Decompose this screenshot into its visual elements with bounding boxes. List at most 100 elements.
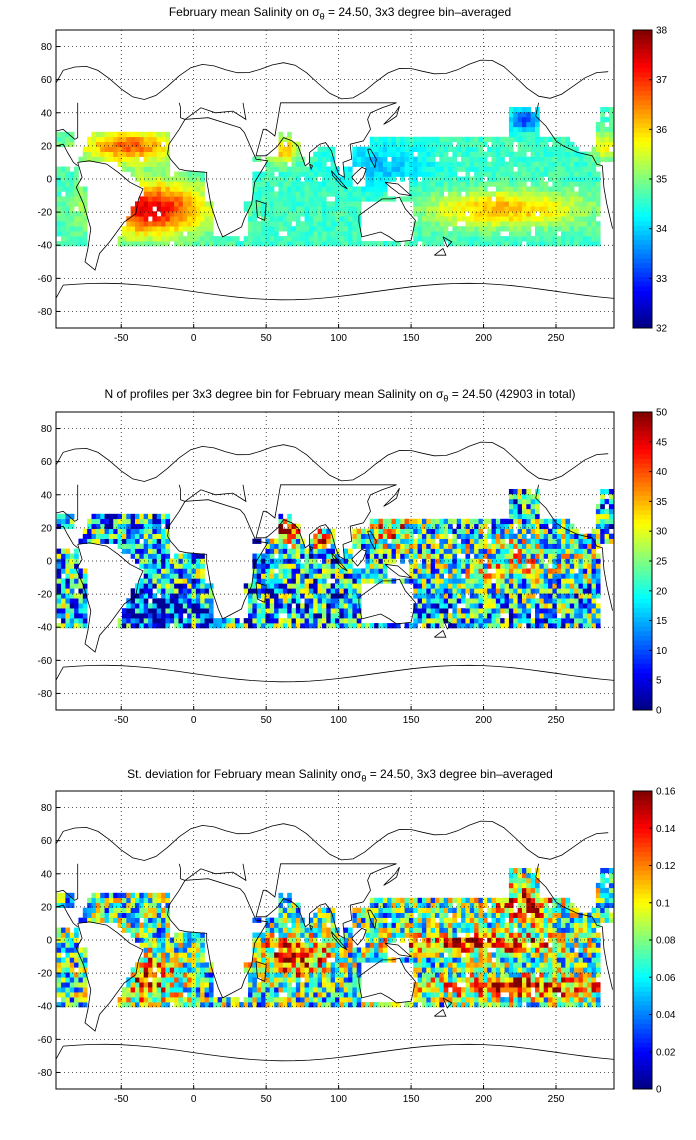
heatmap-cell	[56, 623, 62, 629]
heatmap-cell	[435, 201, 440, 207]
heatmap-cell	[513, 493, 518, 500]
heatmap-cell	[561, 608, 566, 614]
heatmap-cell	[539, 166, 545, 172]
heatmap-cell	[134, 171, 140, 177]
heatmap-cell	[591, 226, 597, 232]
heatmap-cell	[561, 598, 566, 604]
heatmap-cell	[195, 553, 201, 559]
heatmap-cell	[139, 216, 144, 222]
heatmap-cell	[143, 613, 149, 619]
heatmap-cell	[82, 598, 88, 604]
heatmap-cell	[321, 166, 327, 172]
heatmap-cell	[313, 618, 318, 624]
heatmap-cell	[161, 912, 166, 918]
heatmap-cell	[356, 146, 362, 152]
heatmap-cell	[443, 216, 449, 222]
heatmap-cell	[69, 897, 75, 904]
heatmap-cell	[308, 613, 314, 619]
heatmap-cell	[300, 181, 305, 187]
heatmap-cell	[169, 186, 175, 192]
heatmap-cell	[395, 151, 401, 157]
heatmap-cell	[400, 156, 405, 162]
heatmap-cell	[421, 573, 427, 579]
heatmap-cell	[439, 176, 444, 182]
heatmap-cell	[513, 608, 518, 614]
heatmap-cell	[521, 528, 527, 534]
heatmap-cell	[313, 578, 318, 584]
heatmap-cell	[287, 151, 292, 157]
heatmap-cell	[300, 201, 305, 207]
heatmap-cell	[326, 241, 331, 247]
heatmap-cell	[582, 156, 588, 162]
heatmap-cell	[295, 608, 301, 614]
heatmap-cell	[287, 603, 292, 609]
heatmap-cell	[82, 533, 88, 539]
heatmap-cell	[134, 558, 140, 564]
heatmap-cell	[430, 568, 436, 574]
heatmap-cell	[513, 583, 518, 589]
heatmap-cell	[539, 231, 545, 237]
heatmap-cell	[326, 573, 331, 579]
heatmap-cell	[474, 588, 479, 594]
heatmap-cell	[404, 538, 410, 544]
heatmap-cell	[104, 513, 110, 520]
heatmap-cell	[165, 211, 171, 217]
heatmap-cell	[391, 241, 397, 247]
heatmap-cell	[561, 568, 566, 574]
colorbar-segment	[633, 206, 652, 212]
heatmap-cell	[526, 156, 531, 162]
heatmap-cell	[526, 116, 531, 123]
heatmap-cell	[182, 987, 188, 993]
heatmap-cell	[543, 593, 549, 599]
heatmap-cell	[156, 892, 162, 899]
heatmap-cell	[100, 892, 105, 899]
heatmap-cell	[435, 231, 440, 237]
heatmap-cell	[552, 221, 558, 227]
heatmap-cell	[595, 151, 601, 157]
heatmap-cell	[500, 156, 505, 162]
heatmap-cell	[356, 151, 362, 157]
heatmap-cell	[439, 216, 444, 222]
heatmap-cell	[139, 897, 144, 904]
heatmap-cell	[161, 206, 166, 212]
heatmap-cell	[595, 508, 601, 515]
heatmap-cell	[587, 186, 592, 192]
heatmap-cell	[200, 623, 205, 629]
heatmap-cell	[465, 583, 471, 589]
heatmap-cell	[156, 942, 162, 948]
heatmap-cell	[430, 146, 436, 152]
heatmap-cell	[456, 543, 462, 549]
heatmap-cell	[335, 196, 340, 202]
heatmap-cell	[482, 538, 488, 544]
heatmap-cell	[430, 618, 436, 624]
heatmap-cell	[421, 603, 427, 609]
heatmap-cell	[291, 548, 297, 554]
heatmap-cell	[278, 588, 284, 594]
heatmap-cell	[56, 523, 62, 530]
heatmap-cell	[365, 563, 371, 569]
heatmap-cell	[465, 588, 471, 594]
heatmap-cell	[156, 897, 162, 904]
heatmap-cell	[248, 206, 253, 212]
heatmap-cell	[265, 211, 271, 217]
heatmap-cell	[134, 603, 140, 609]
heatmap-cell	[143, 907, 149, 913]
heatmap-cell	[469, 231, 475, 237]
heatmap-cell	[339, 608, 344, 614]
heatmap-cell	[535, 146, 540, 152]
heatmap-cell	[113, 917, 118, 923]
heatmap-cell	[82, 997, 88, 1003]
heatmap-cell	[313, 563, 318, 569]
heatmap-cell	[500, 578, 505, 584]
heatmap-cell	[291, 553, 297, 559]
heatmap-cell	[182, 236, 188, 242]
heatmap-cell	[100, 146, 105, 152]
heatmap-cell	[504, 603, 510, 609]
heatmap-cell	[204, 236, 210, 242]
heatmap-cell	[482, 533, 488, 539]
heatmap-cell	[78, 957, 84, 963]
heatmap-cell	[148, 618, 153, 624]
heatmap-cell	[600, 121, 605, 128]
heatmap-cell	[182, 196, 188, 202]
heatmap-cell	[469, 166, 475, 172]
